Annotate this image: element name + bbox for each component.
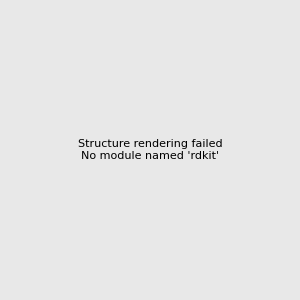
Text: Structure rendering failed
No module named 'rdkit': Structure rendering failed No module nam… [78,139,222,161]
